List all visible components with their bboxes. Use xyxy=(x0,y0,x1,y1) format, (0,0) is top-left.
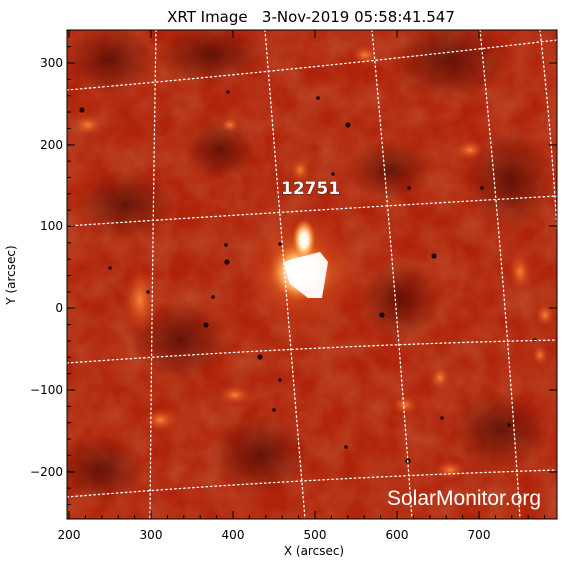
dark-spot xyxy=(440,416,444,420)
heliographic-grid xyxy=(67,30,557,519)
dark-patch xyxy=(67,435,145,505)
dark-spot xyxy=(345,122,351,128)
dark-spot xyxy=(278,242,282,246)
active-region-core xyxy=(242,212,362,328)
solar-image: 12751 SolarMonitor.org xyxy=(67,30,557,519)
dark-spot xyxy=(507,423,511,427)
bright-loops xyxy=(74,45,555,480)
y-tick-label: −200 xyxy=(30,465,63,479)
bright-loop xyxy=(430,366,450,390)
dark-patch xyxy=(360,260,440,340)
bright-loop xyxy=(535,303,555,327)
dark-spot xyxy=(480,186,484,190)
dark-spot xyxy=(407,186,411,190)
dark-patch xyxy=(210,415,310,495)
x-axis-label: X (arcsec) xyxy=(284,544,344,558)
dark-spot xyxy=(278,378,282,382)
grid-line xyxy=(67,339,557,364)
x-tick-label: 400 xyxy=(222,528,245,542)
grid-line xyxy=(264,30,306,519)
dark-spot xyxy=(316,96,320,100)
y-tick-label: 300 xyxy=(40,56,63,70)
dark-regions xyxy=(67,30,555,505)
bright-loop xyxy=(290,158,310,182)
dark-spot xyxy=(272,408,276,412)
grid-line xyxy=(67,469,557,498)
dark-spot xyxy=(226,90,230,94)
dark-spots xyxy=(79,90,537,464)
x-tick-label: 500 xyxy=(304,528,327,542)
dark-spot xyxy=(331,172,335,176)
y-tick-labels: 300 200 100 0 −100 −200 xyxy=(30,56,63,479)
bright-loop xyxy=(434,460,466,480)
x-axis-ticks xyxy=(68,30,546,519)
dark-patch xyxy=(155,30,265,85)
bright-loop xyxy=(532,345,548,365)
dark-spot xyxy=(79,107,85,113)
dark-patch xyxy=(465,130,555,230)
dark-patch xyxy=(185,120,255,180)
x-tick-label: 700 xyxy=(468,528,491,542)
dark-spot xyxy=(224,243,228,247)
y-axis-label: Y (arcsec) xyxy=(4,245,18,305)
grid-line xyxy=(149,30,157,519)
dark-patch xyxy=(75,170,175,240)
grid-line xyxy=(67,39,557,91)
dark-spot xyxy=(431,253,437,259)
dark-patch xyxy=(350,140,430,200)
dark-spot xyxy=(257,354,263,360)
dark-patch xyxy=(67,30,155,95)
bright-loop xyxy=(456,140,484,160)
dark-patch xyxy=(450,390,550,470)
chart-title: XRT Image 3-Nov-2019 05:58:41.547 xyxy=(167,8,455,26)
x-tick-label: 300 xyxy=(140,528,163,542)
y-tick-label: 200 xyxy=(40,138,63,152)
dark-patch xyxy=(130,300,230,380)
grid-line xyxy=(479,30,521,519)
dark-spot xyxy=(379,312,385,318)
bright-loop xyxy=(508,254,532,290)
bright-loop xyxy=(391,395,419,415)
y-tick-label: 0 xyxy=(55,301,63,315)
plot-frame xyxy=(66,29,558,520)
x-tick-labels: 200 300 400 500 600 700 xyxy=(58,528,491,542)
bright-loop xyxy=(219,385,251,405)
grid-line xyxy=(67,195,557,227)
x-tick-label: 200 xyxy=(58,528,81,542)
dark-spot xyxy=(203,322,209,328)
bright-loop xyxy=(220,117,240,133)
dark-patch xyxy=(390,30,510,100)
watermark: SolarMonitor.org xyxy=(387,487,541,510)
dark-spot xyxy=(108,266,112,270)
active-region-label: 12751 xyxy=(281,179,340,199)
y-tick-label: −100 xyxy=(30,383,63,397)
y-tick-label: 100 xyxy=(40,219,63,233)
x-tick-label: 600 xyxy=(386,528,409,542)
dark-spot xyxy=(211,295,215,299)
dark-spot xyxy=(344,445,348,449)
grid-line xyxy=(371,30,413,519)
dark-spot xyxy=(224,259,230,265)
bright-loop xyxy=(124,265,156,335)
bright-loop xyxy=(142,408,178,432)
y-axis-ticks xyxy=(67,29,557,505)
grid-line xyxy=(539,30,557,231)
dark-spot xyxy=(146,290,150,294)
bright-loop xyxy=(74,115,102,135)
